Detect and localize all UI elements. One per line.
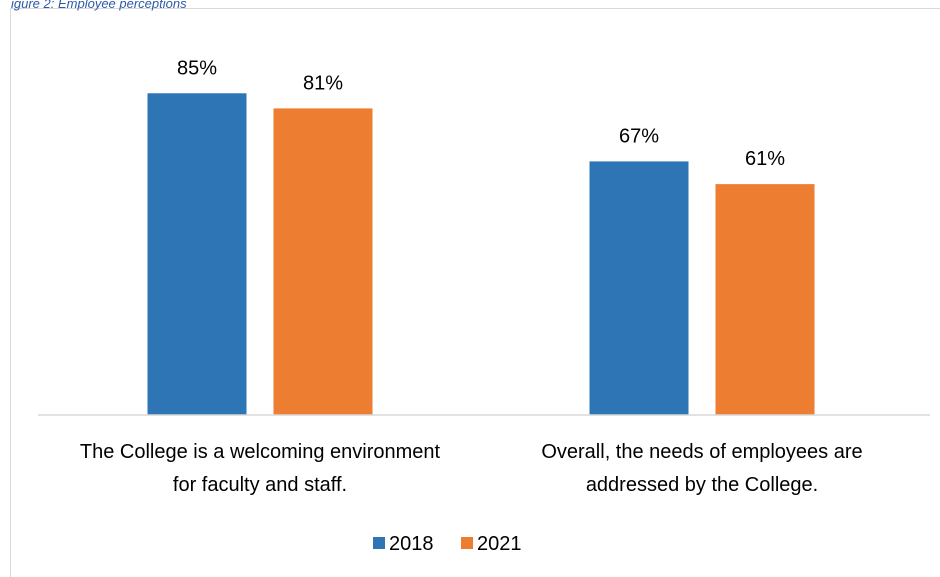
legend-swatch-2021 xyxy=(461,537,473,549)
category-label-2-line-2: addressed by the College. xyxy=(586,474,818,496)
category-label-1-line-1: The College is a welcoming environment xyxy=(80,441,441,463)
data-label-2018-cat2: 67% xyxy=(619,125,659,147)
bar-2021-cat1 xyxy=(273,108,373,415)
bar-2018-cat2 xyxy=(589,161,689,415)
chart-frame: igure 2: Employee perceptions xyxy=(10,0,940,577)
header-text: igure 2: Employee perceptions xyxy=(11,0,187,11)
data-label-2021-cat1: 81% xyxy=(303,72,343,94)
header-fragment: igure 2: Employee perceptions xyxy=(11,0,221,14)
legend-swatch-2018 xyxy=(373,537,385,549)
bar-2018-cat1 xyxy=(147,93,247,416)
data-labels-group: 85% 81% 67% 61% xyxy=(177,57,785,170)
bars-group xyxy=(147,93,815,416)
legend-label-2018: 2018 xyxy=(389,533,434,555)
data-label-2018-cat1: 85% xyxy=(177,57,217,79)
category-label-2-line-1: Overall, the needs of employees are xyxy=(541,441,862,463)
legend-label-2021: 2021 xyxy=(477,533,522,555)
category-labels-group: The College is a welcoming environment fo… xyxy=(80,441,863,496)
data-label-2021-cat2: 61% xyxy=(745,148,785,170)
category-label-1-line-2: for faculty and staff. xyxy=(173,474,347,496)
legend: 2018 2021 xyxy=(373,533,522,555)
bar-2021-cat2 xyxy=(715,184,815,415)
